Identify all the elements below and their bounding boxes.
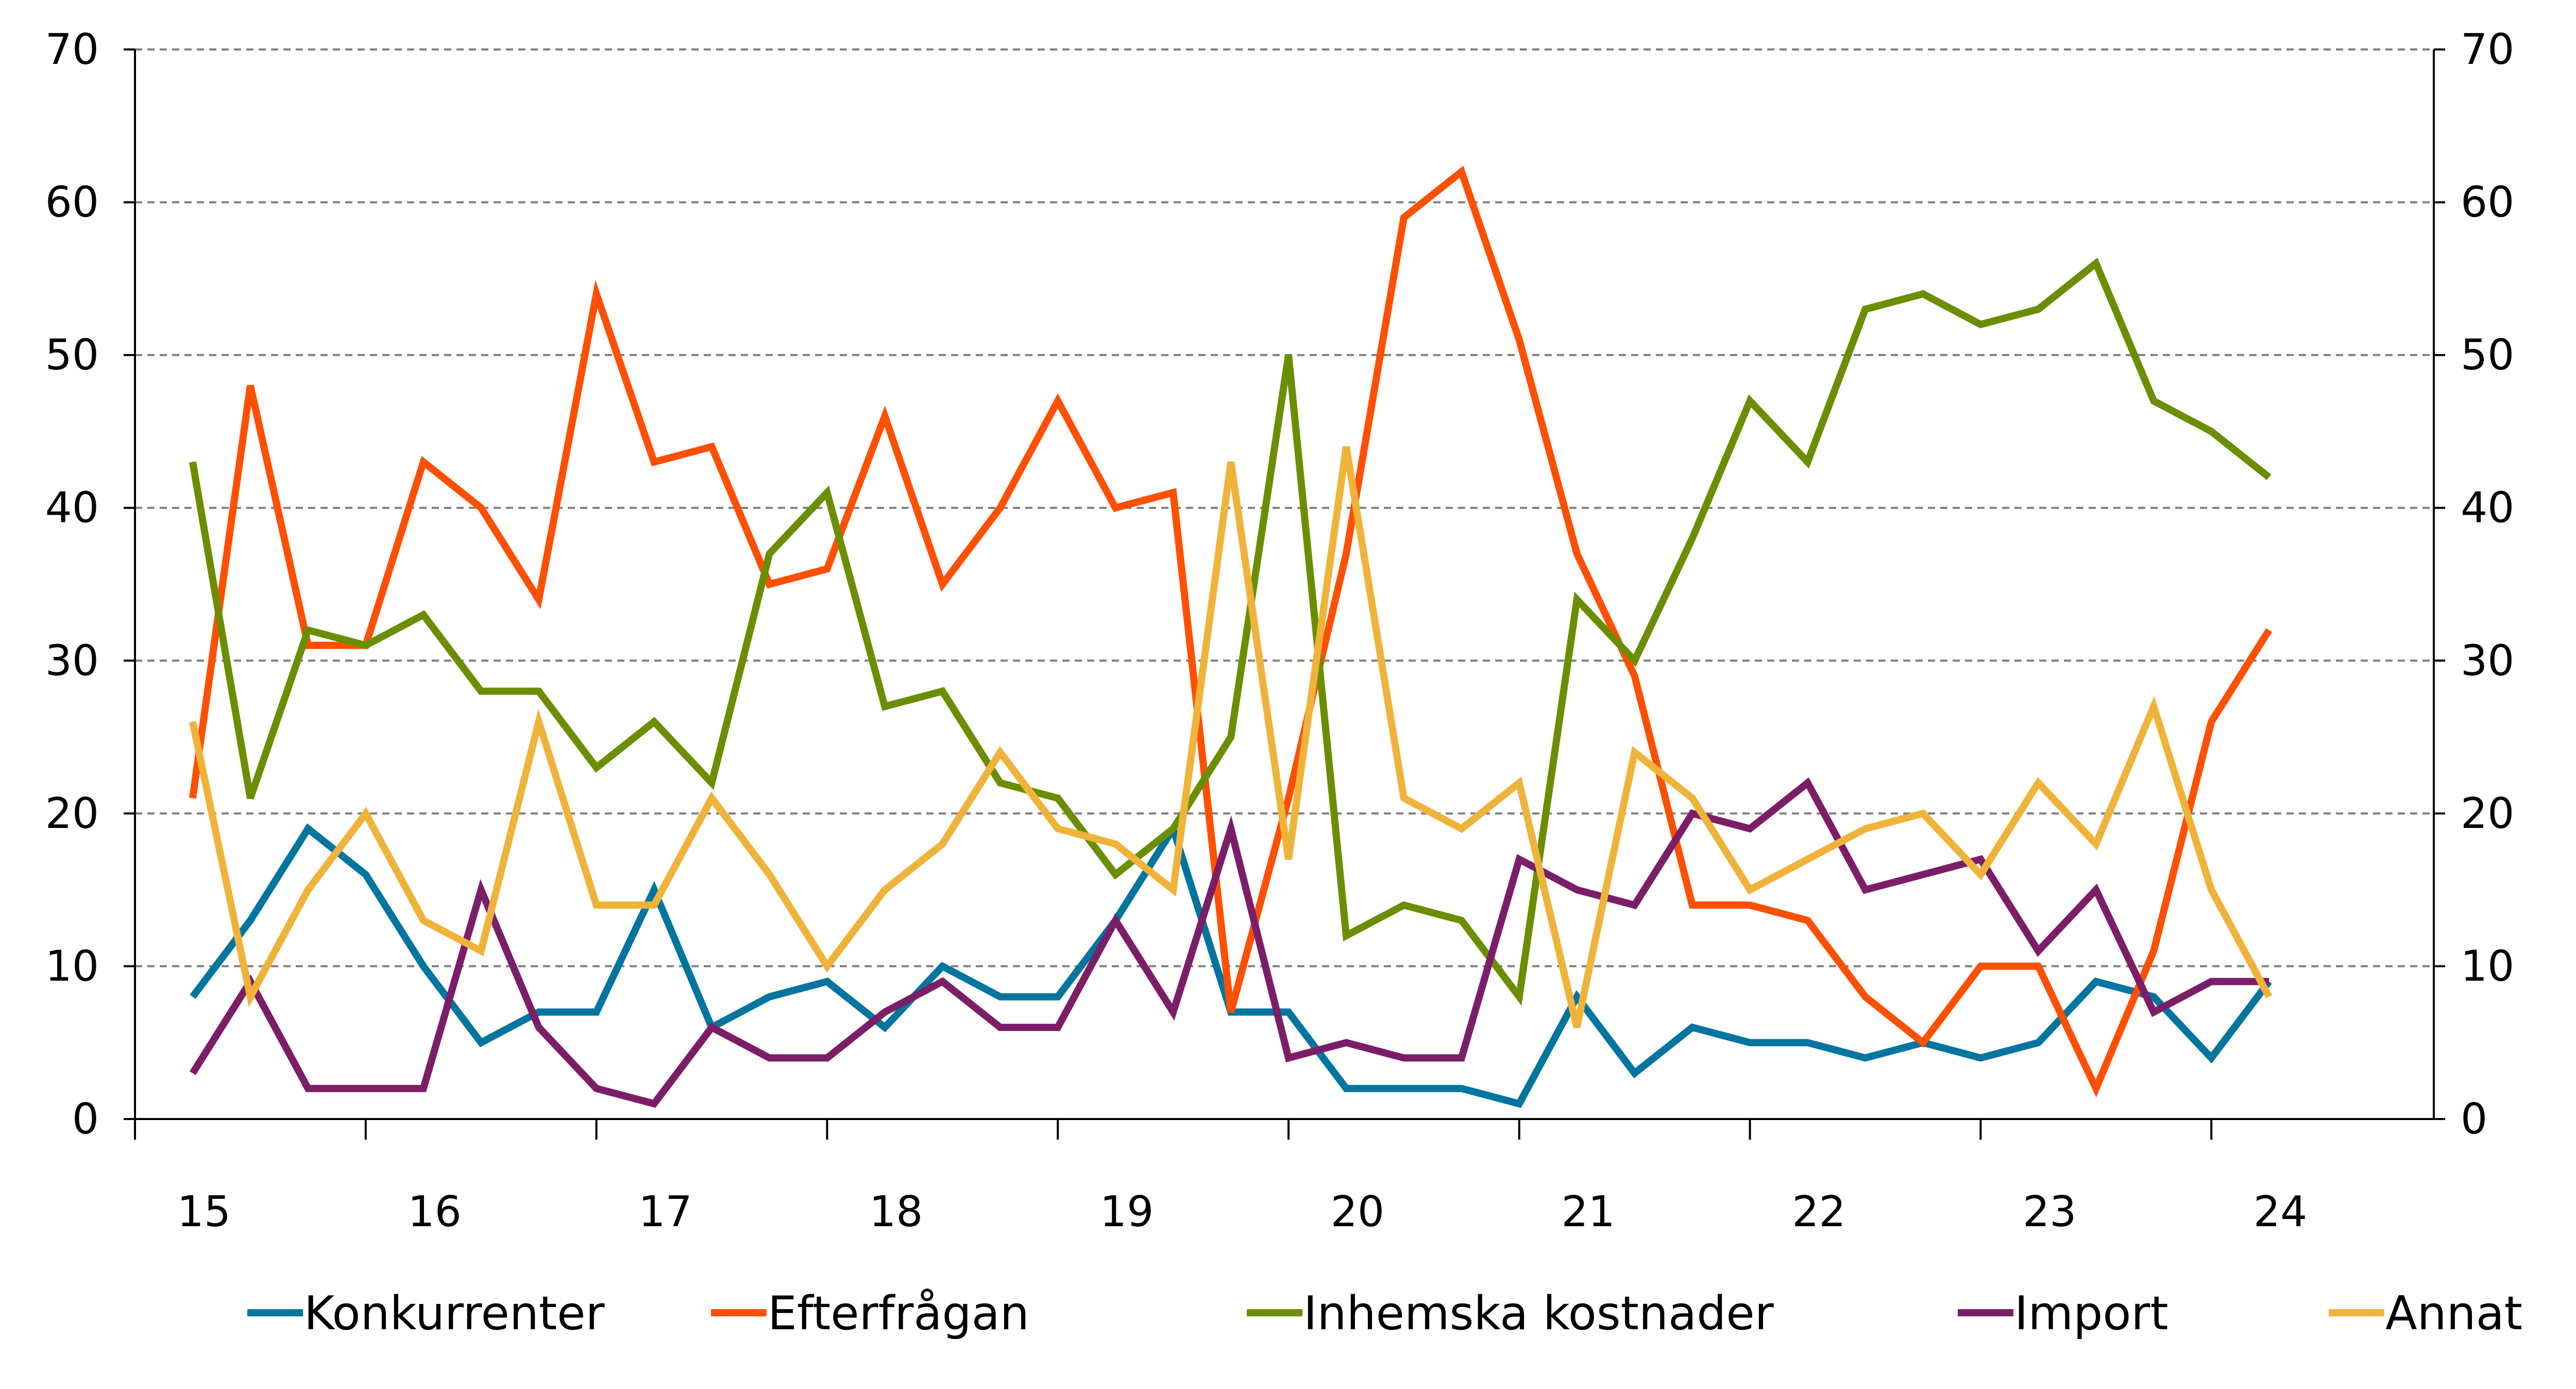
left-y-tick-label: 60	[45, 178, 99, 227]
left-y-tick-label: 30	[45, 636, 99, 685]
series-lines	[189, 165, 2273, 1108]
tick-labels: 0 10 20 30 40 50 60 70 0 10 20 30 40 50 60 70 15 16 17 18 19…	[45, 25, 2515, 1236]
left-y-tick-label: 20	[45, 789, 99, 838]
legend-label-efterfr-gan: Efterfrågan	[768, 1286, 1029, 1341]
x-tick-label-18: 18	[869, 1188, 923, 1236]
left-y-tick-label: 40	[45, 484, 99, 533]
right-y-tick-label: 0	[2461, 1095, 2487, 1144]
series-line-annat	[189, 446, 2273, 1028]
legend: Konkurrenter Efterfrågan Inhemska kostnade…	[247, 1286, 2522, 1341]
left-y-tick-label: 0	[72, 1095, 99, 1144]
legend-label-annat: Annat	[2385, 1286, 2522, 1341]
x-tick-label-15: 15	[177, 1188, 231, 1236]
series-line-efterfr-gan	[189, 165, 2273, 1097]
legend-label-inhemska-kostnader: Inhemska kostnader	[1303, 1286, 1774, 1341]
x-tick-label-20: 20	[1331, 1188, 1384, 1236]
x-tick-label-22: 22	[1792, 1188, 1845, 1236]
legend-label-import: Import	[2014, 1286, 2168, 1341]
right-y-tick-label: 10	[2461, 942, 2514, 991]
x-tick-label-21: 21	[1562, 1188, 1615, 1236]
legend-label-konkurrenter: Konkurrenter	[304, 1286, 605, 1341]
series-line-import	[189, 777, 2269, 1108]
right-y-tick-label: 20	[2461, 789, 2514, 838]
left-y-tick-label: 50	[45, 331, 99, 380]
x-tick-label-17: 17	[638, 1188, 692, 1236]
right-y-tick-label: 50	[2461, 331, 2514, 380]
axes	[124, 48, 2445, 1140]
left-y-tick-label: 10	[45, 942, 99, 991]
x-tick-label-16: 16	[408, 1188, 462, 1236]
series-line-inhemska-kostnader	[189, 257, 2272, 1006]
x-tick-label-23: 23	[2023, 1188, 2076, 1236]
right-y-tick-label: 70	[2461, 25, 2514, 74]
right-y-tick-label: 60	[2461, 178, 2514, 227]
right-y-tick-label: 30	[2461, 636, 2514, 685]
x-tick-label-24: 24	[2253, 1188, 2307, 1236]
left-y-tick-label: 70	[45, 25, 99, 74]
x-tick-label-19: 19	[1100, 1188, 1154, 1236]
right-y-tick-label: 40	[2461, 484, 2514, 533]
